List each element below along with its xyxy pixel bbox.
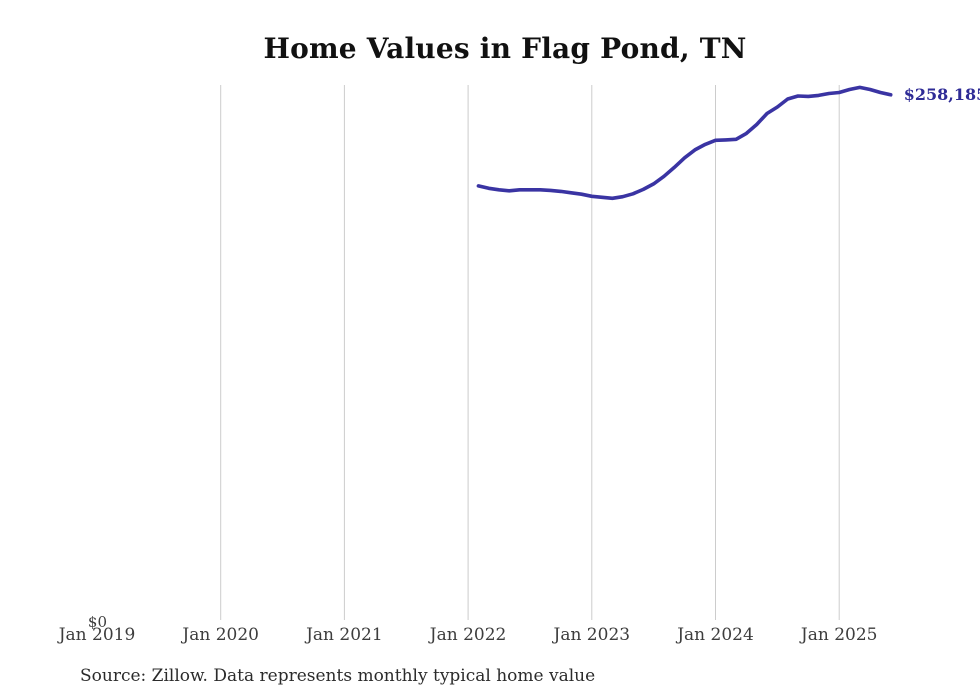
home-value-line: [476, 85, 893, 201]
x-tick-label: Jan 2024: [677, 625, 754, 645]
series-end-value-label: $258,185: [903, 84, 980, 104]
x-tick-label: Jan 2022: [429, 625, 507, 645]
y-axis-zero-label: $0: [87, 613, 107, 631]
x-axis-tick-labels: Jan 2019 Jan 2020 Jan 2021 Jan 2022 Jan 2023…: [0, 625, 980, 647]
chart-title: Home Values in Flag Pond, TN: [263, 32, 747, 65]
x-tick-label: Jan 2019: [58, 625, 136, 645]
x-tick-label: Jan 2023: [553, 625, 631, 645]
x-tick-label: Jan 2025: [800, 625, 878, 645]
source-note: Source: Zillow. Data represents monthly …: [80, 666, 596, 686]
x-tick-label: Jan 2021: [306, 625, 383, 645]
x-tick-label: Jan 2020: [182, 625, 259, 645]
